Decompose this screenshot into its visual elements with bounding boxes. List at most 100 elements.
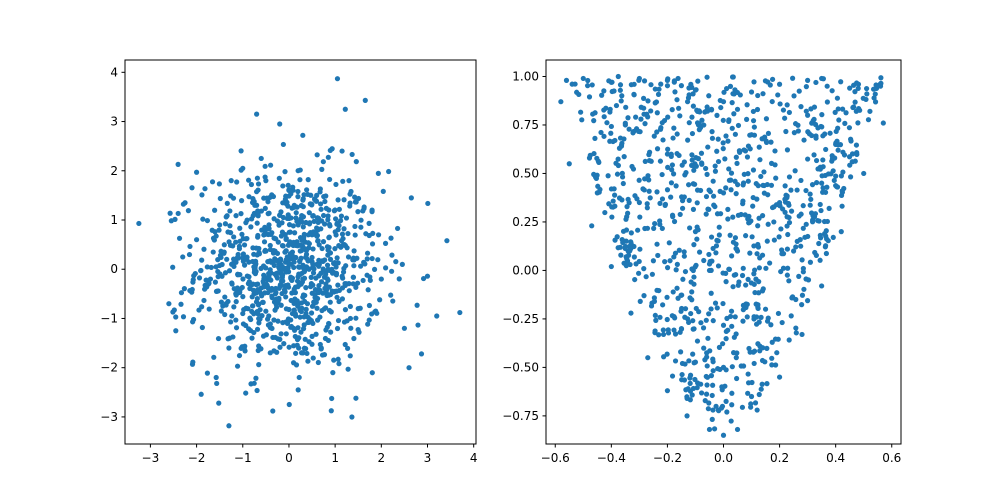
scatter-point — [288, 215, 294, 221]
scatter-point — [319, 245, 325, 252]
scatter-point — [375, 170, 381, 176]
scatter-point — [690, 206, 697, 212]
scatter-point — [294, 243, 301, 249]
scatter-point — [852, 99, 858, 105]
scatter-point — [758, 386, 764, 392]
scatter-point — [690, 91, 696, 97]
scatter-point — [715, 263, 722, 269]
scatter-point — [708, 234, 715, 240]
x-tick-label: −3 — [142, 451, 160, 465]
scatter-point — [799, 292, 806, 298]
scatter-point — [268, 162, 274, 168]
scatter-point — [408, 195, 414, 201]
scatter-point — [791, 248, 797, 254]
scatter-point — [239, 231, 245, 237]
scatter-point — [819, 112, 825, 118]
scatter-point — [739, 272, 746, 279]
scatter-point — [316, 282, 322, 289]
scatter-point — [299, 212, 305, 219]
scatter-point — [260, 333, 267, 339]
scatter-point — [723, 133, 729, 139]
scatter-point — [278, 233, 284, 239]
scatter-point — [352, 194, 358, 200]
scatter-point — [706, 311, 712, 317]
scatter-point — [280, 214, 287, 221]
scatter-point — [718, 104, 724, 111]
scatter-point — [711, 202, 717, 208]
scatter-point — [190, 319, 196, 325]
scatter-point — [759, 357, 766, 364]
scatter-point — [589, 82, 595, 88]
x-tick-label: 1 — [331, 451, 339, 465]
scatter-point — [646, 152, 652, 158]
scatter-point — [751, 132, 758, 138]
scatter-point — [259, 313, 265, 319]
scatter-point — [301, 314, 307, 320]
scatter-point — [671, 125, 677, 131]
scatter-point — [651, 225, 657, 231]
scatter-point — [734, 426, 741, 433]
scatter-point — [255, 302, 262, 308]
scatter-point — [714, 305, 720, 311]
scatter-point — [268, 270, 274, 276]
scatter-point — [332, 246, 338, 252]
scatter-point — [217, 195, 223, 202]
scatter-point — [796, 88, 802, 94]
scatter-point — [718, 211, 724, 217]
scatter-point — [735, 282, 741, 288]
scatter-point — [271, 317, 277, 323]
scatter-point — [761, 169, 767, 175]
scatter-point — [304, 350, 310, 357]
scatter-point — [665, 164, 671, 170]
scatter-point — [334, 325, 341, 332]
scatter-point — [645, 355, 651, 361]
y-tick-label: 2 — [110, 164, 118, 178]
scatter-point — [824, 83, 830, 89]
scatter-point — [702, 357, 708, 363]
y-tick-label: −2 — [100, 361, 118, 375]
scatter-point — [267, 258, 273, 264]
scatter-point — [294, 342, 300, 348]
scatter-point — [764, 345, 770, 351]
scatter-point — [830, 168, 836, 174]
scatter-point — [655, 91, 662, 97]
scatter-point — [793, 244, 799, 250]
scatter-point — [628, 82, 634, 88]
scatter-point — [834, 138, 840, 144]
scatter-point — [310, 246, 316, 252]
scatter-point — [186, 251, 193, 258]
scatter-point — [380, 188, 386, 194]
scatter-point — [238, 167, 244, 173]
scatter-point — [693, 87, 699, 93]
x-tick-label: 0.4 — [826, 451, 845, 465]
scatter-point — [727, 232, 733, 238]
scatter-point — [355, 209, 361, 215]
scatter-point — [813, 79, 819, 86]
scatter-point — [203, 277, 209, 283]
scatter-point — [745, 380, 752, 386]
scatter-point — [752, 400, 759, 406]
scatter-point — [754, 106, 761, 113]
scatter-point — [644, 201, 650, 207]
y-tick-label: 3 — [110, 115, 118, 129]
scatter-point — [651, 133, 657, 139]
scatter-point — [786, 337, 792, 343]
scatter-point — [807, 202, 813, 208]
scatter-point — [739, 404, 746, 410]
scatter-point — [670, 214, 676, 220]
scatter-point — [641, 266, 647, 272]
scatter-point — [743, 233, 749, 239]
scatter-point — [764, 318, 771, 324]
scatter-point — [820, 185, 826, 191]
scatter-point — [254, 326, 261, 332]
scatter-point — [767, 260, 773, 266]
scatter-point — [293, 350, 299, 356]
scatter-point — [243, 236, 249, 242]
scatter-point — [833, 173, 839, 179]
scatter-point — [673, 267, 679, 273]
scatter-point — [275, 336, 281, 342]
scatter-point — [335, 317, 342, 324]
scatter-point — [873, 82, 879, 88]
scatter-point — [733, 245, 739, 252]
scatter-point — [649, 271, 655, 277]
